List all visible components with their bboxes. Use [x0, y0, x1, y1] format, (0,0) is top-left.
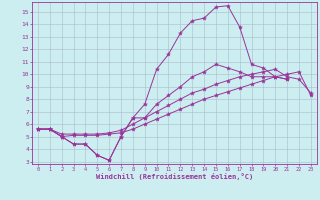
- X-axis label: Windchill (Refroidissement éolien,°C): Windchill (Refroidissement éolien,°C): [96, 173, 253, 180]
